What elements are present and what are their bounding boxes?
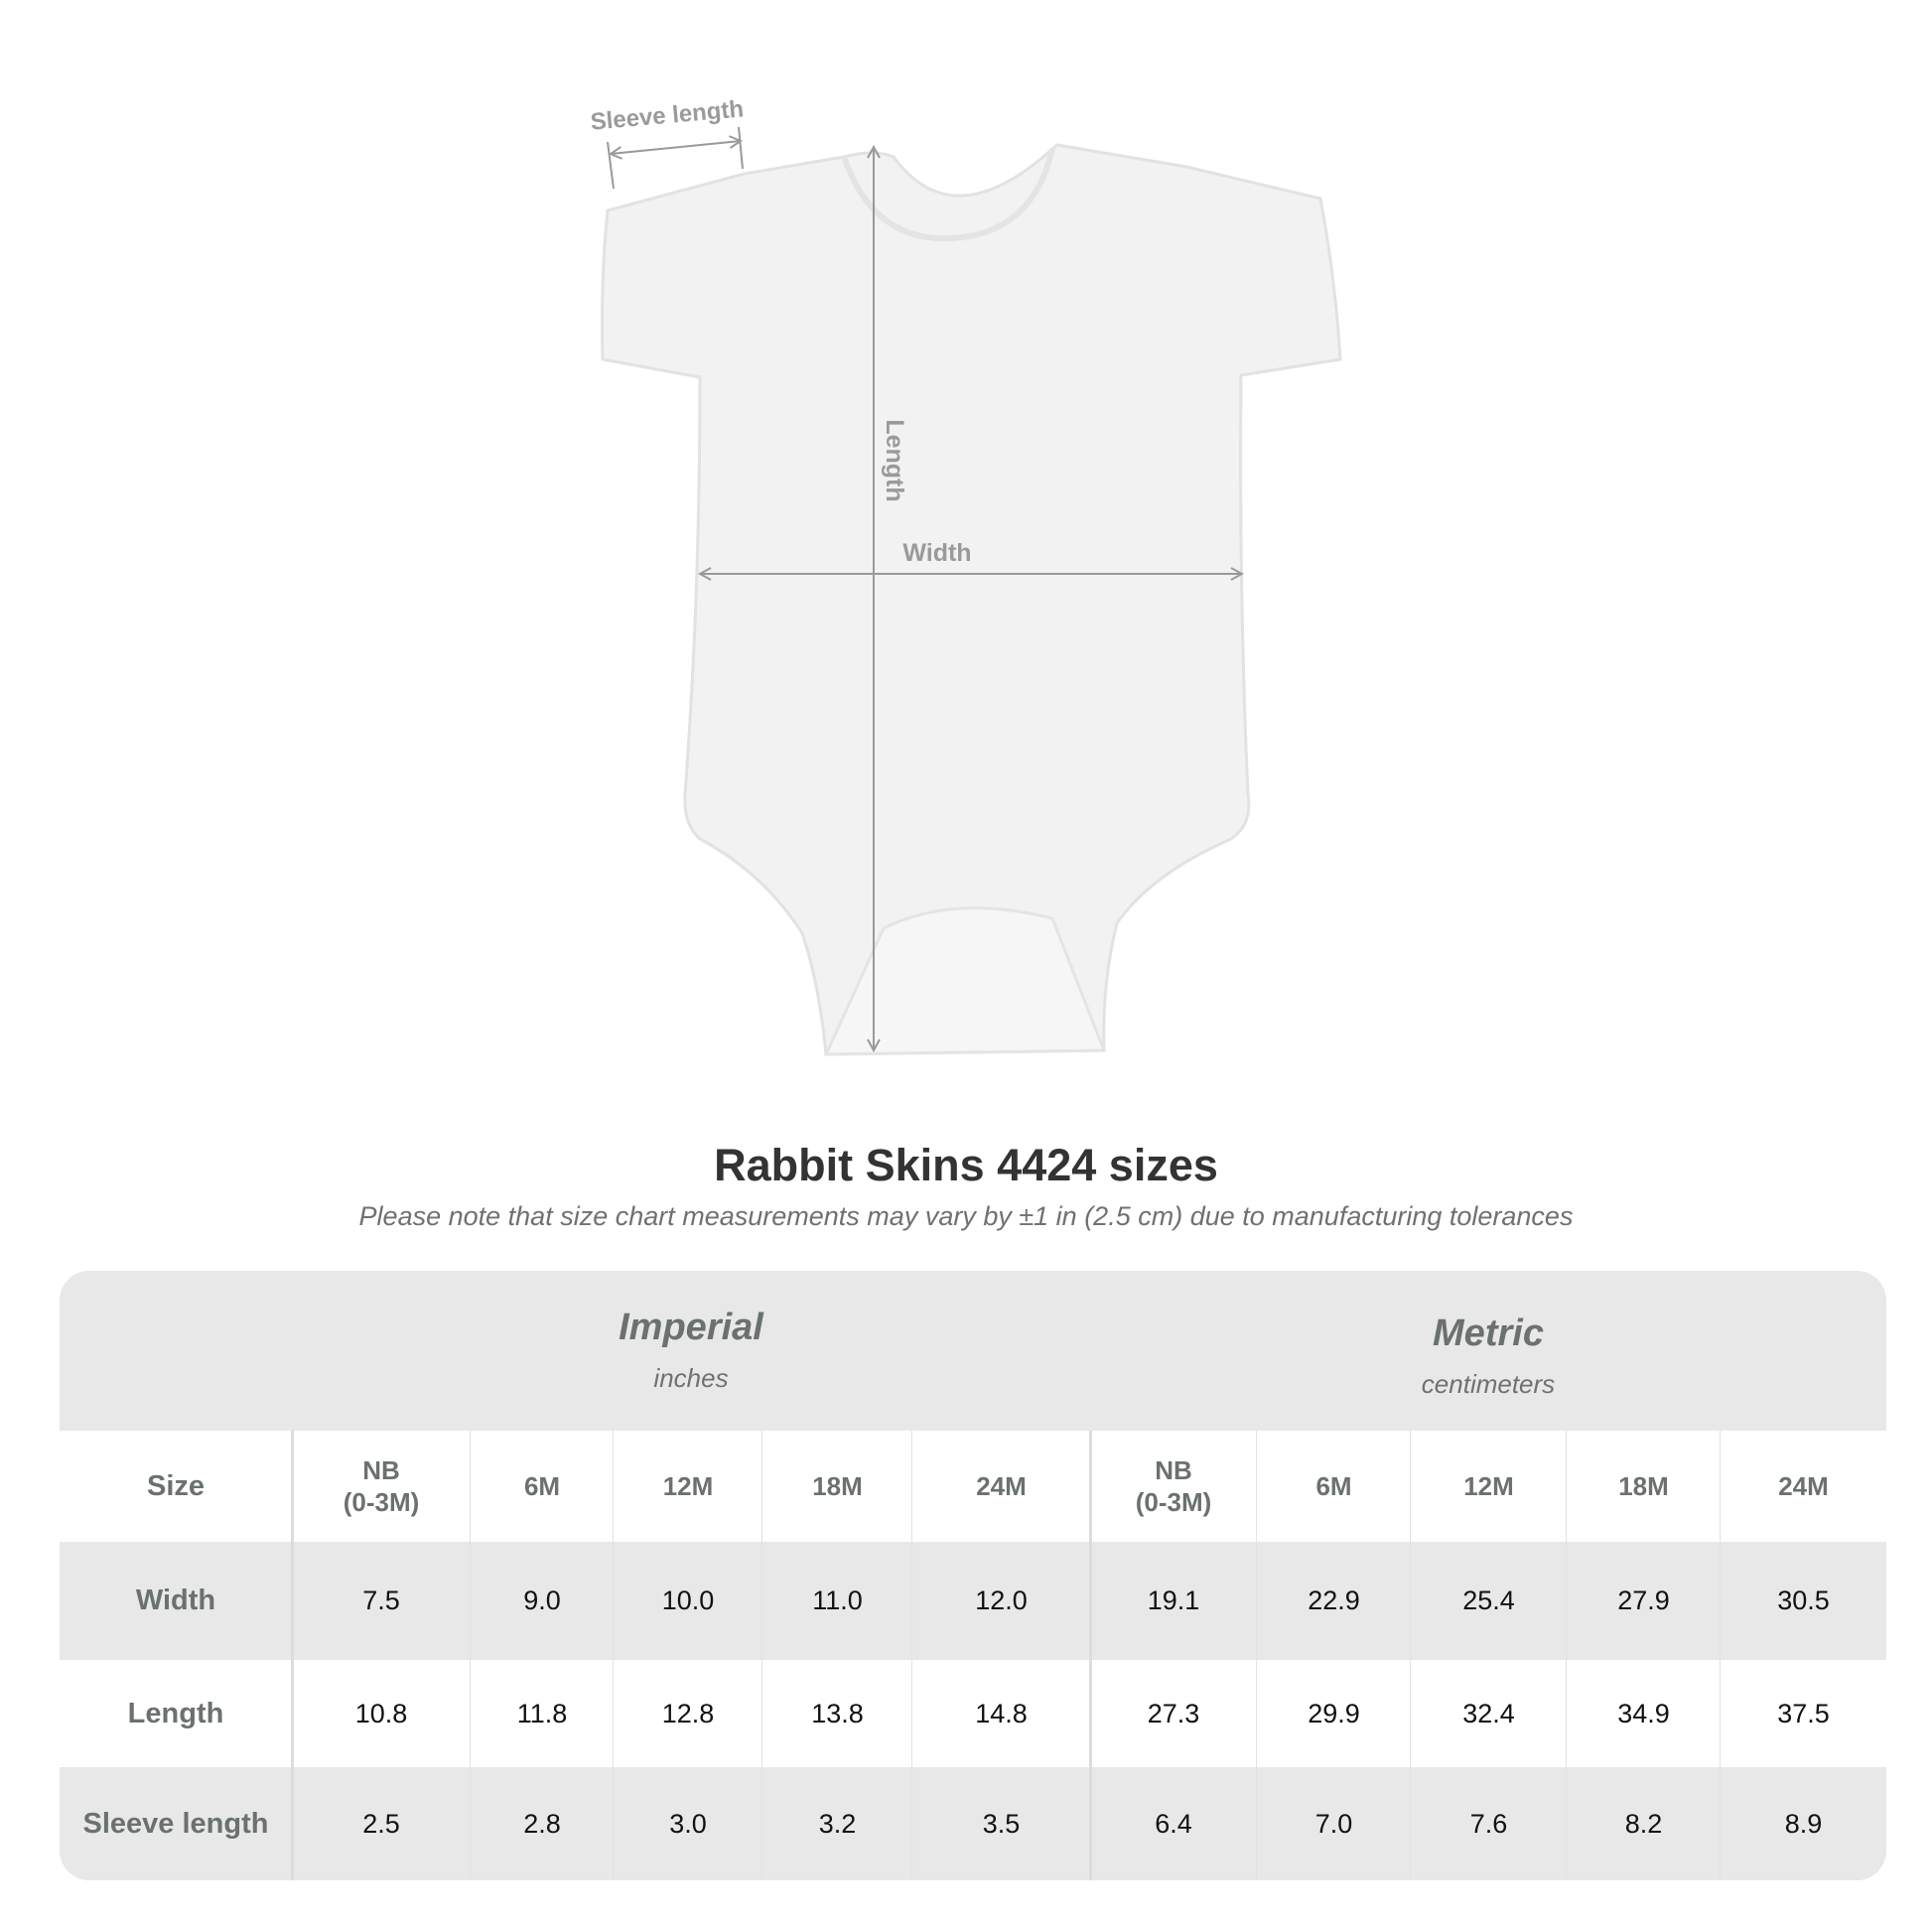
table-cell: 9.0 xyxy=(523,1586,561,1615)
column-divider xyxy=(613,1431,614,1880)
table-cell: 29.9 xyxy=(1308,1698,1360,1728)
table-cell: 11.0 xyxy=(812,1586,863,1615)
group-title: Metric xyxy=(1433,1312,1544,1354)
group-unit: inches xyxy=(653,1363,729,1393)
onesie-diagram: Sleeve length Length Width xyxy=(590,95,1342,1056)
size-column-header: 6M xyxy=(1315,1471,1352,1501)
table-cell: 2.5 xyxy=(362,1808,400,1839)
table-cell: 7.0 xyxy=(1314,1808,1353,1839)
size-column-header: 12M xyxy=(1463,1471,1514,1501)
table-cell: 3.2 xyxy=(818,1808,857,1839)
sleeve-tick-right xyxy=(738,126,744,170)
size-column-header: 24M xyxy=(1778,1471,1829,1501)
column-divider xyxy=(291,1431,294,1880)
table-cell: 3.0 xyxy=(669,1808,707,1839)
row-label-sleeve-length: Sleeve length xyxy=(82,1807,269,1840)
table-cell: 27.9 xyxy=(1617,1586,1670,1615)
table-cell: 10.8 xyxy=(354,1698,408,1728)
table-cell: 8.9 xyxy=(1784,1808,1823,1839)
table-cell: 37.5 xyxy=(1777,1698,1830,1728)
table-cell: 12.0 xyxy=(975,1586,1028,1615)
table-cell: 22.9 xyxy=(1308,1586,1360,1615)
table-cell: 10.0 xyxy=(661,1586,715,1615)
table-cell: 7.5 xyxy=(362,1586,400,1615)
table-cell: 32.4 xyxy=(1462,1698,1515,1728)
column-divider xyxy=(1089,1431,1092,1880)
row-label-width: Width xyxy=(135,1585,216,1616)
size-table: Imperial inches Metric centimeters Size N… xyxy=(60,1271,1886,1880)
header-band xyxy=(60,1271,1886,1431)
column-divider xyxy=(911,1431,912,1880)
size-column-header: 24M xyxy=(976,1471,1027,1501)
table-cell: 19.1 xyxy=(1147,1586,1200,1615)
table-cell: 6.4 xyxy=(1155,1808,1192,1839)
page-title: Rabbit Skins 4424 sizes xyxy=(714,1140,1218,1190)
size-column-header: NB (0-3M) xyxy=(1135,1455,1212,1517)
row-label-length: Length xyxy=(127,1697,224,1729)
group-title: Imperial xyxy=(619,1307,763,1348)
table-cell: 7.6 xyxy=(1469,1808,1508,1839)
table-cell: 27.3 xyxy=(1147,1698,1200,1728)
group-unit: centimeters xyxy=(1421,1369,1556,1399)
size-column-header: 18M xyxy=(812,1471,863,1501)
sleeve-length-label: Sleeve length xyxy=(590,95,745,135)
size-column-header: 12M xyxy=(662,1471,714,1501)
group-imperial: Imperial inches xyxy=(292,1307,1090,1394)
table-cell: 2.8 xyxy=(523,1808,561,1839)
size-header: Size xyxy=(146,1469,206,1502)
table-cell: 25.4 xyxy=(1462,1586,1515,1615)
column-divider xyxy=(1720,1431,1721,1880)
length-label: Length xyxy=(881,419,908,501)
size-column-header: NB (0-3M) xyxy=(343,1455,420,1517)
column-divider xyxy=(761,1431,762,1880)
row-band-width xyxy=(60,1542,1886,1660)
table-cell: 30.5 xyxy=(1777,1586,1830,1615)
table-cell: 11.8 xyxy=(516,1698,568,1728)
sleeve-tick-left xyxy=(607,141,615,190)
table-cell: 34.9 xyxy=(1617,1698,1670,1728)
column-divider xyxy=(1410,1431,1411,1880)
onesie-shape xyxy=(601,143,1342,1056)
table-cell: 14.8 xyxy=(975,1698,1028,1728)
size-column-header: 6M xyxy=(523,1471,561,1501)
row-band-sleeve xyxy=(60,1767,1886,1880)
group-metric: Metric centimeters xyxy=(1090,1312,1886,1400)
size-column-header: 18M xyxy=(1618,1471,1669,1501)
column-divider xyxy=(1566,1431,1567,1880)
table-cell: 3.5 xyxy=(982,1808,1021,1839)
table-cell: 13.8 xyxy=(811,1698,864,1728)
tolerance-note: Please note that size chart measurements… xyxy=(358,1201,1574,1231)
table-cell: 8.2 xyxy=(1624,1808,1663,1839)
table-cell: 12.8 xyxy=(661,1698,715,1728)
width-label: Width xyxy=(902,539,971,567)
column-divider xyxy=(470,1431,471,1880)
column-divider xyxy=(1256,1431,1257,1880)
sleeve-length-arrow xyxy=(611,141,741,154)
crotch-snap-flap xyxy=(823,906,1107,1056)
